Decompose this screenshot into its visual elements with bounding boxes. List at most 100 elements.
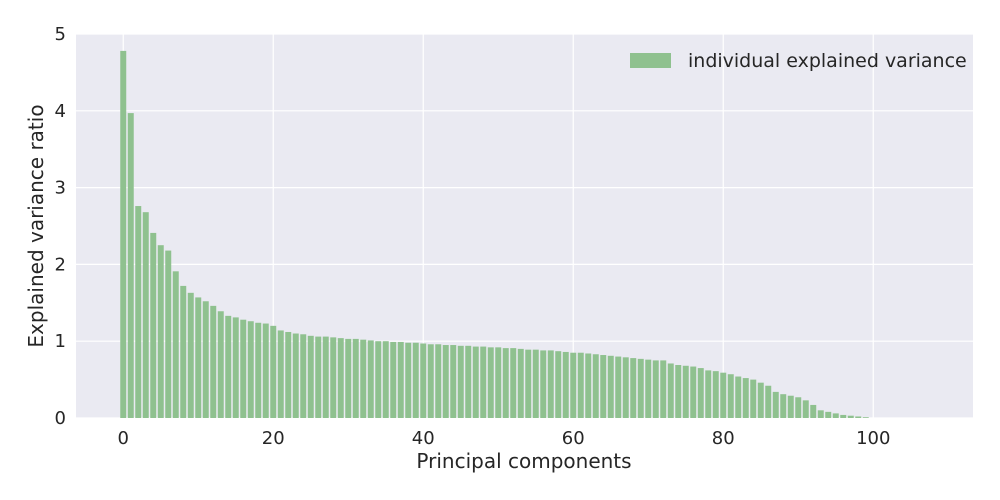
bar: [292, 333, 299, 418]
bar: [382, 341, 389, 418]
y-tick-label: 3: [55, 178, 66, 199]
bar: [300, 334, 307, 418]
bars: [120, 50, 869, 419]
bar: [352, 338, 359, 418]
bar: [247, 321, 254, 418]
bar: [840, 414, 847, 418]
bar: [420, 343, 427, 418]
bar: [202, 301, 209, 418]
bar: [150, 232, 157, 418]
bar: [652, 360, 659, 418]
bar: [187, 292, 194, 418]
bar: [697, 368, 704, 418]
bar: [607, 355, 614, 418]
bar: [847, 415, 854, 418]
bar: [435, 344, 442, 418]
bar: [472, 346, 479, 418]
bar: [322, 336, 329, 418]
bar: [337, 338, 344, 418]
bar: [540, 350, 547, 418]
bar: [757, 382, 764, 418]
bar: [375, 341, 382, 418]
bar: [802, 400, 809, 418]
legend: individual explained variance: [630, 50, 967, 72]
bar: [750, 379, 757, 418]
bar: [570, 352, 577, 418]
y-tick-label: 5: [55, 24, 66, 45]
bar: [367, 340, 374, 418]
bar: [855, 416, 862, 418]
bar: [525, 349, 532, 418]
bar: [532, 349, 539, 418]
bar: [645, 359, 652, 418]
y-tick-label: 4: [55, 101, 66, 122]
bar: [442, 345, 449, 418]
bar: [600, 355, 607, 418]
legend-swatch: [630, 53, 671, 68]
bar: [675, 365, 682, 418]
bar: [637, 358, 644, 418]
bar: [405, 342, 412, 418]
x-tick-label: 0: [118, 428, 129, 449]
bar: [412, 342, 419, 418]
x-tick-label: 60: [562, 428, 585, 449]
bar: [165, 250, 172, 418]
bar: [622, 357, 629, 418]
bar: [502, 348, 509, 418]
bar: [765, 385, 772, 418]
bar: [345, 338, 352, 418]
bar: [630, 358, 637, 418]
x-tick-label: 80: [712, 428, 735, 449]
y-tick-label: 1: [55, 331, 66, 352]
bar: [195, 297, 202, 418]
bar: [862, 417, 869, 418]
y-tick-label: 2: [55, 254, 66, 275]
bar: [157, 245, 164, 418]
bar: [172, 271, 179, 418]
bar: [127, 113, 134, 418]
bar: [577, 352, 584, 418]
bar: [517, 348, 524, 418]
bar: [795, 397, 802, 418]
bar: [397, 341, 404, 418]
bar: [450, 345, 457, 418]
bar: [735, 376, 742, 418]
bar: [787, 395, 794, 418]
bar: [135, 206, 142, 418]
bar: [120, 50, 127, 419]
bar: [585, 353, 592, 418]
bar: [360, 339, 367, 418]
bar: [825, 411, 832, 418]
bar: [555, 351, 562, 418]
bar: [727, 374, 734, 418]
bar: [667, 363, 674, 418]
bar: [592, 354, 599, 418]
x-tick-label: 100: [856, 428, 890, 449]
bar: [240, 319, 247, 418]
bar: [487, 347, 494, 418]
bar: [495, 347, 502, 418]
bar: [232, 317, 239, 418]
y-axis-title: Explained variance ratio: [24, 104, 48, 347]
bar: [262, 323, 269, 418]
x-tick-labels: 0 20 40 60 80 100: [118, 428, 891, 449]
bar: [615, 356, 622, 418]
bar: [307, 335, 314, 418]
bar: [480, 346, 487, 418]
x-tick-label: 20: [262, 428, 285, 449]
legend-label: individual explained variance: [688, 50, 967, 72]
bar: [225, 315, 232, 418]
bar: [780, 394, 787, 418]
bar: [180, 285, 187, 418]
y-tick-labels: 0 1 2 3 4 5: [55, 24, 66, 429]
bar: [690, 366, 697, 418]
bar: [390, 341, 397, 418]
bar: [330, 337, 337, 418]
bar: [547, 350, 554, 418]
bar: [720, 372, 727, 418]
x-tick-label: 40: [412, 428, 435, 449]
bar: [217, 311, 224, 418]
bar: [210, 305, 217, 418]
bar: [562, 351, 569, 418]
